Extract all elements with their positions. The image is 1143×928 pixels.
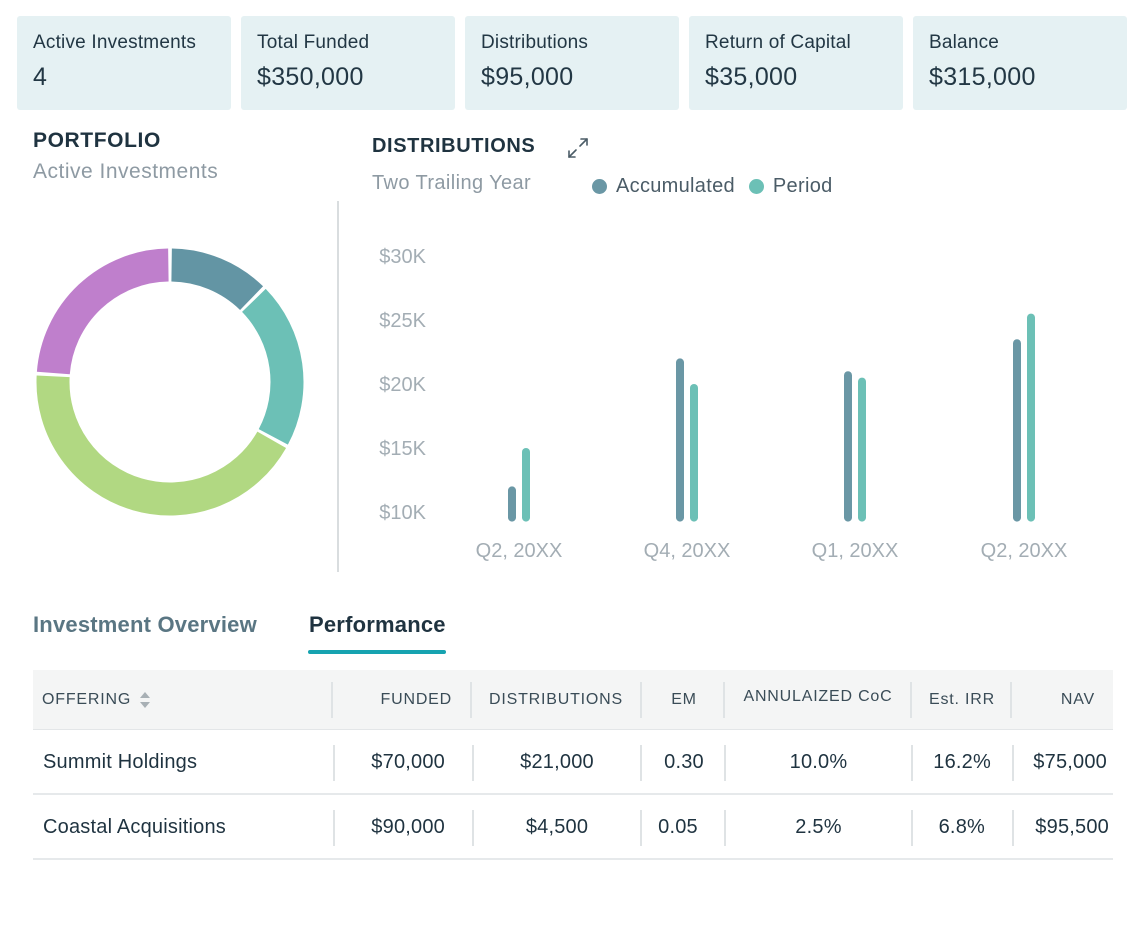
cell-distributions: $21,000 [520, 751, 594, 773]
legend-item-period: Period [748, 175, 833, 198]
cell-offering: Coastal Acquisitions [43, 816, 226, 838]
column-separator [333, 810, 335, 846]
column-separator [472, 745, 474, 781]
stat-value: $35,000 [705, 63, 798, 91]
table-row[interactable]: Summit Holdings $70,000 $21,000 0.30 10.… [33, 730, 1113, 795]
cell-est-irr: 16.2% [933, 751, 991, 773]
column-header-funded[interactable]: FUNDED [380, 691, 452, 708]
portfolio-donut-chart [36, 248, 304, 516]
column-header-label: OFFERING [42, 691, 132, 708]
distributions-subtitle: Two Trailing Year [372, 172, 532, 194]
stat-value: $95,000 [481, 63, 574, 91]
chart-legend: Accumulated Period [592, 175, 847, 198]
active-tab-indicator [308, 650, 446, 654]
stat-card-total-funded: Total Funded $350,000 [241, 16, 455, 110]
y-tick-label: $20K [379, 374, 426, 396]
cell-nav: $95,500 [1035, 816, 1109, 838]
column-header-annualized-coc[interactable]: ANNULAIZED CoC [743, 688, 893, 705]
x-tick-label: Q1, 20XX [812, 540, 899, 562]
cell-nav: $75,000 [1033, 751, 1107, 773]
column-header-offering[interactable]: OFFERING [42, 670, 151, 730]
donut-segment[interactable] [241, 288, 304, 445]
tab-investment-overview[interactable]: Investment Overview [33, 612, 257, 637]
column-separator [1010, 682, 1012, 718]
y-tick-label: $30K [379, 246, 426, 268]
table-row[interactable]: Coastal Acquisitions $90,000 $4,500 0.05… [33, 795, 1113, 860]
x-tick-label: Q4, 20XX [644, 540, 731, 562]
cell-funded: $70,000 [371, 751, 445, 773]
sort-icon[interactable] [139, 690, 151, 710]
column-separator [723, 682, 725, 718]
column-header-nav[interactable]: NAV [1060, 691, 1095, 708]
cell-em: 0.30 [664, 751, 704, 773]
column-separator [1012, 810, 1014, 846]
stat-card-active-investments: Active Investments 4 [17, 16, 231, 110]
y-tick-label: $15K [379, 438, 426, 460]
legend-label: Accumulated [616, 175, 735, 197]
legend-label: Period [772, 175, 833, 197]
column-header-em[interactable]: EM [671, 691, 697, 708]
stat-card-distributions: Distributions $95,000 [465, 16, 679, 110]
column-separator [1012, 745, 1014, 781]
performance-table: OFFERING FUNDED DISTRIBUTIONS EM ANNULAI… [33, 670, 1113, 860]
cell-annualized-coc: 10.0% [789, 751, 848, 773]
cell-em: 0.05 [658, 816, 698, 838]
column-separator [724, 810, 726, 846]
column-separator [640, 682, 642, 718]
summary-cards: Active Investments 4 Total Funded $350,0… [17, 16, 1127, 110]
donut-segment[interactable] [170, 248, 264, 311]
stat-card-balance: Balance $315,000 [913, 16, 1127, 110]
column-separator [640, 810, 642, 846]
stat-value: $315,000 [929, 63, 1036, 91]
section-divider [337, 201, 339, 572]
donut-segment[interactable] [36, 248, 170, 375]
stat-value: 4 [33, 63, 48, 91]
stat-label: Active Investments [33, 32, 197, 53]
column-separator [333, 745, 335, 781]
stat-label: Balance [929, 32, 1000, 53]
table-header: OFFERING FUNDED DISTRIBUTIONS EM ANNULAI… [33, 670, 1113, 730]
cell-est-irr: 6.8% [938, 816, 985, 838]
column-separator [911, 745, 913, 781]
x-tick-label: Q2, 20XX [476, 540, 563, 562]
column-header-est-irr[interactable]: Est. IRR [929, 691, 995, 708]
distributions-bar-chart: $10K $15K $20K $25K $30K Q2, 20XX Q4, 20XX Q1, … [379, 246, 1068, 562]
column-separator [724, 745, 726, 781]
cell-funded: $90,000 [371, 816, 445, 838]
cell-offering: Summit Holdings [43, 751, 198, 773]
column-separator [910, 682, 912, 718]
portfolio-title: PORTFOLIO [33, 129, 161, 152]
column-separator [472, 810, 474, 846]
legend-item-accumulated: Accumulated [592, 175, 735, 198]
legend-dot-period [748, 179, 764, 194]
cell-annualized-coc: 2.5% [795, 816, 842, 838]
stat-card-return-of-capital: Return of Capital $35,000 [689, 16, 903, 110]
column-separator [640, 745, 642, 781]
column-separator [470, 682, 472, 718]
stat-label: Distributions [481, 32, 589, 53]
x-tick-label: Q2, 20XX [981, 540, 1068, 562]
column-separator [331, 682, 333, 718]
y-tick-label: $10K [379, 502, 426, 524]
distributions-title: DISTRIBUTIONS [372, 135, 536, 157]
column-separator [911, 810, 913, 846]
stat-value: $350,000 [257, 63, 364, 91]
y-tick-label: $25K [379, 310, 426, 332]
donut-segment[interactable] [36, 375, 287, 516]
cell-distributions: $4,500 [525, 816, 589, 838]
stat-label: Total Funded [257, 32, 370, 53]
expand-icon[interactable] [566, 136, 590, 165]
portfolio-subtitle: Active Investments [33, 160, 219, 183]
stat-label: Return of Capital [705, 32, 851, 53]
column-header-distributions[interactable]: DISTRIBUTIONS [489, 691, 623, 708]
tab-performance[interactable]: Performance [309, 612, 446, 637]
legend-dot-accumulated [592, 179, 607, 194]
